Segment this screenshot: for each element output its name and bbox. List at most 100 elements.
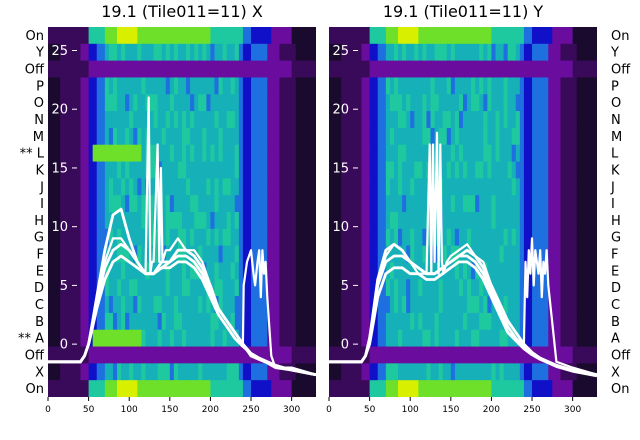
heatmap-cell bbox=[381, 27, 387, 45]
heatmap-cell bbox=[373, 228, 379, 247]
heatmap-cell bbox=[414, 178, 419, 196]
heatmap-cell bbox=[56, 228, 61, 247]
heatmap-cell bbox=[206, 195, 212, 213]
heatmap-cell bbox=[564, 60, 570, 79]
heatmap-cell bbox=[263, 279, 268, 297]
heatmap-cell bbox=[242, 195, 248, 213]
heatmap-cell bbox=[406, 228, 411, 247]
heatmap-cell bbox=[177, 279, 183, 297]
heatmap-cell bbox=[72, 380, 78, 397]
heatmap-cell bbox=[552, 380, 557, 397]
heatmap-cell bbox=[182, 312, 187, 331]
heatmap-cell bbox=[259, 161, 264, 179]
heatmap-cell bbox=[149, 60, 155, 79]
heatmap-cell bbox=[283, 363, 289, 381]
heatmap-cell bbox=[287, 161, 293, 179]
heatmap-cell bbox=[104, 127, 110, 146]
heatmap-cell bbox=[48, 161, 53, 179]
heatmap-cell bbox=[161, 296, 167, 314]
heatmap-cell bbox=[96, 144, 102, 163]
heatmap-cell bbox=[117, 262, 122, 280]
heatmap-cell bbox=[515, 144, 521, 163]
row-label: G bbox=[611, 231, 621, 246]
heatmap-cell bbox=[117, 60, 122, 79]
heatmap-cell bbox=[499, 43, 505, 62]
heatmap-cell bbox=[275, 43, 281, 62]
heatmap-cell bbox=[52, 195, 57, 213]
heatmap-cell bbox=[337, 161, 342, 179]
heatmap-cell bbox=[568, 94, 574, 112]
heatmap-cell bbox=[329, 178, 334, 196]
heatmap-cell bbox=[104, 363, 110, 381]
heatmap-cell bbox=[267, 262, 272, 280]
heatmap-cell bbox=[487, 127, 493, 146]
heatmap-cell bbox=[499, 279, 505, 297]
heatmap-cell bbox=[263, 380, 268, 397]
heatmap-cell bbox=[393, 144, 399, 163]
heatmap-cell bbox=[349, 195, 354, 213]
heatmap-cell bbox=[341, 111, 346, 129]
heatmap-cell bbox=[137, 43, 142, 62]
heatmap-cell bbox=[544, 228, 549, 247]
y-tick-label: 5 bbox=[341, 279, 349, 294]
heatmap-cell bbox=[194, 94, 199, 112]
heatmap-cell bbox=[80, 111, 86, 129]
heatmap-cell bbox=[72, 111, 78, 129]
heatmap-cell bbox=[121, 111, 126, 129]
heatmap-cell bbox=[92, 195, 98, 213]
heatmap-cell bbox=[267, 111, 272, 129]
row-label: F bbox=[611, 248, 618, 263]
heatmap-cell bbox=[100, 195, 106, 213]
heatmap-cell bbox=[186, 312, 191, 331]
heatmap-cell bbox=[271, 178, 276, 196]
heatmap-cell bbox=[337, 144, 342, 163]
heatmap-cell bbox=[463, 279, 468, 297]
heatmap-cell bbox=[418, 77, 423, 95]
heatmap-cell bbox=[64, 363, 69, 381]
heatmap-cell bbox=[112, 94, 118, 112]
heatmap-cell bbox=[121, 178, 126, 196]
heatmap-cell bbox=[523, 127, 529, 146]
heatmap-cell bbox=[584, 262, 590, 280]
heatmap-cell bbox=[410, 161, 415, 179]
heatmap-cell bbox=[121, 195, 126, 213]
heatmap-cell bbox=[190, 262, 195, 280]
panel-x-x-ticks: 0 50 100 150 200 250 300 bbox=[45, 397, 300, 415]
heatmap-cell bbox=[523, 195, 529, 213]
heatmap-cell bbox=[381, 127, 387, 146]
heatmap-cell bbox=[251, 43, 256, 62]
heatmap-cell bbox=[100, 212, 106, 230]
heatmap-cell bbox=[169, 262, 175, 280]
heatmap-cell bbox=[202, 77, 207, 95]
heatmap-cell bbox=[177, 27, 183, 45]
heatmap-cell bbox=[299, 43, 305, 62]
heatmap-cell bbox=[190, 296, 195, 314]
heatmap-cell bbox=[80, 363, 86, 381]
heatmap-cell bbox=[255, 279, 260, 297]
heatmap-cell bbox=[234, 77, 240, 95]
heatmap-cell bbox=[108, 195, 114, 213]
heatmap-cell bbox=[161, 312, 167, 331]
heatmap-cell bbox=[76, 77, 82, 95]
heatmap-cell bbox=[226, 245, 232, 264]
heatmap-cell bbox=[48, 27, 53, 45]
heatmap-cell bbox=[214, 127, 220, 146]
heatmap-cell bbox=[483, 27, 488, 45]
heatmap-cell bbox=[475, 346, 480, 364]
heatmap-cell bbox=[141, 111, 147, 129]
heatmap-cell bbox=[311, 329, 316, 348]
heatmap-cell bbox=[190, 94, 195, 112]
heatmap-cell bbox=[112, 279, 118, 297]
heatmap-cell bbox=[442, 77, 448, 95]
heatmap-cell bbox=[491, 178, 497, 196]
heatmap-cell bbox=[410, 60, 415, 79]
heatmap-cell bbox=[291, 279, 297, 297]
heatmap-cell bbox=[556, 43, 562, 62]
heatmap-cell bbox=[406, 296, 411, 314]
heatmap-cell bbox=[72, 94, 78, 112]
heatmap-cell bbox=[287, 228, 293, 247]
heatmap-cell bbox=[149, 296, 155, 314]
heatmap-cell bbox=[255, 380, 260, 397]
heatmap-cell bbox=[515, 43, 521, 62]
heatmap-cell bbox=[279, 279, 285, 297]
